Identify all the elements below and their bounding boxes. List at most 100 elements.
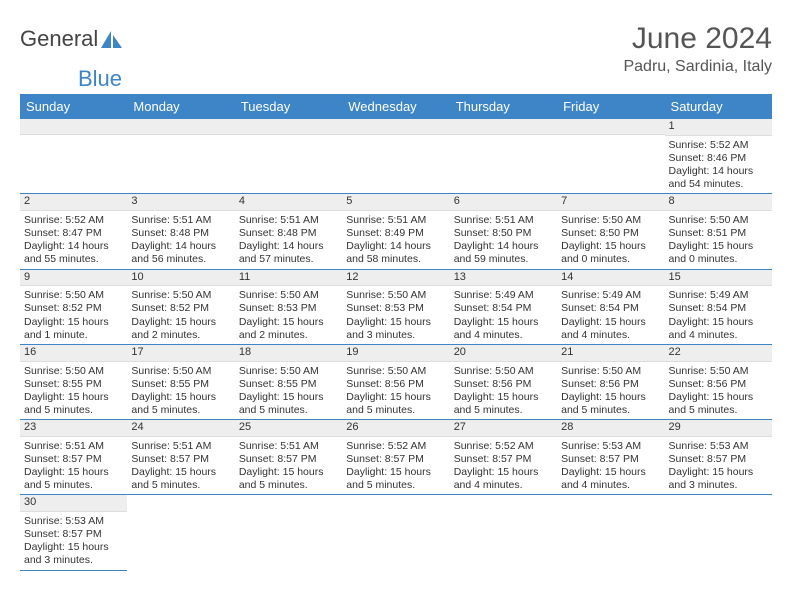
- logo-text-1: General: [20, 26, 98, 52]
- sunset-text: Sunset: 8:56 PM: [669, 378, 768, 391]
- calendar-table: SundayMondayTuesdayWednesdayThursdayFrid…: [20, 94, 772, 571]
- day-number: 12: [342, 270, 449, 287]
- sunset-text: Sunset: 8:53 PM: [239, 302, 338, 315]
- sunrise-text: Sunrise: 5:50 AM: [454, 365, 553, 378]
- day-number: 20: [450, 345, 557, 362]
- sunrise-text: Sunrise: 5:52 AM: [346, 440, 445, 453]
- day-number: 1: [665, 119, 772, 136]
- sunrise-text: Sunrise: 5:50 AM: [561, 214, 660, 227]
- sunrise-text: Sunrise: 5:50 AM: [669, 214, 768, 227]
- day-number: 30: [20, 495, 127, 512]
- day-number: 13: [450, 270, 557, 287]
- daylight-text: Daylight: 14 hours and 55 minutes.: [24, 240, 123, 266]
- day-content: Sunrise: 5:49 AMSunset: 8:54 PMDaylight:…: [665, 286, 772, 344]
- day-content: Sunrise: 5:53 AMSunset: 8:57 PMDaylight:…: [20, 512, 127, 570]
- sunrise-text: Sunrise: 5:53 AM: [24, 515, 123, 528]
- calendar-cell: 22Sunrise: 5:50 AMSunset: 8:56 PMDayligh…: [665, 345, 772, 420]
- calendar-head: SundayMondayTuesdayWednesdayThursdayFrid…: [20, 94, 772, 119]
- calendar-cell: 29Sunrise: 5:53 AMSunset: 8:57 PMDayligh…: [665, 420, 772, 495]
- calendar-cell: 1Sunrise: 5:52 AMSunset: 8:46 PMDaylight…: [665, 119, 772, 194]
- sunset-text: Sunset: 8:49 PM: [346, 227, 445, 240]
- sunset-text: Sunset: 8:54 PM: [669, 302, 768, 315]
- day-number: 26: [342, 420, 449, 437]
- day-content: Sunrise: 5:50 AMSunset: 8:50 PMDaylight:…: [557, 211, 664, 269]
- sunrise-text: Sunrise: 5:51 AM: [131, 440, 230, 453]
- calendar-cell: 14Sunrise: 5:49 AMSunset: 8:54 PMDayligh…: [557, 270, 664, 345]
- sunset-text: Sunset: 8:46 PM: [669, 152, 768, 165]
- day-content: Sunrise: 5:50 AMSunset: 8:52 PMDaylight:…: [20, 286, 127, 344]
- calendar-cell-blank: [665, 495, 772, 570]
- day-content: Sunrise: 5:53 AMSunset: 8:57 PMDaylight:…: [557, 437, 664, 495]
- calendar-cell-blank: [342, 119, 449, 194]
- sunrise-text: Sunrise: 5:52 AM: [454, 440, 553, 453]
- day-number: 23: [20, 420, 127, 437]
- sunset-text: Sunset: 8:57 PM: [454, 453, 553, 466]
- calendar-cell: 21Sunrise: 5:50 AMSunset: 8:56 PMDayligh…: [557, 345, 664, 420]
- calendar-cell-blank: [127, 495, 234, 570]
- sunrise-text: Sunrise: 5:50 AM: [24, 365, 123, 378]
- day-number: 24: [127, 420, 234, 437]
- calendar-week: 30Sunrise: 5:53 AMSunset: 8:57 PMDayligh…: [20, 495, 772, 570]
- day-content: Sunrise: 5:52 AMSunset: 8:46 PMDaylight:…: [665, 136, 772, 194]
- sunrise-text: Sunrise: 5:50 AM: [561, 365, 660, 378]
- sunrise-text: Sunrise: 5:53 AM: [561, 440, 660, 453]
- calendar-cell: 2Sunrise: 5:52 AMSunset: 8:47 PMDaylight…: [20, 194, 127, 269]
- calendar-cell-blank: [20, 119, 127, 194]
- sunset-text: Sunset: 8:52 PM: [24, 302, 123, 315]
- sunrise-text: Sunrise: 5:51 AM: [346, 214, 445, 227]
- day-number: 6: [450, 194, 557, 211]
- sunset-text: Sunset: 8:50 PM: [561, 227, 660, 240]
- day-content: Sunrise: 5:51 AMSunset: 8:48 PMDaylight:…: [235, 211, 342, 269]
- day-content: Sunrise: 5:50 AMSunset: 8:56 PMDaylight:…: [342, 362, 449, 420]
- day-content: Sunrise: 5:52 AMSunset: 8:57 PMDaylight:…: [450, 437, 557, 495]
- calendar-cell: 6Sunrise: 5:51 AMSunset: 8:50 PMDaylight…: [450, 194, 557, 269]
- daylight-text: Daylight: 15 hours and 2 minutes.: [131, 316, 230, 342]
- sunset-text: Sunset: 8:56 PM: [561, 378, 660, 391]
- calendar-page: General June 2024 Padru, Sardinia, Italy…: [0, 0, 792, 571]
- sunset-text: Sunset: 8:48 PM: [239, 227, 338, 240]
- daylight-text: Daylight: 15 hours and 4 minutes.: [454, 466, 553, 492]
- day-number: 21: [557, 345, 664, 362]
- sunrise-text: Sunrise: 5:50 AM: [131, 289, 230, 302]
- day-content: Sunrise: 5:52 AMSunset: 8:57 PMDaylight:…: [342, 437, 449, 495]
- calendar-cell: 27Sunrise: 5:52 AMSunset: 8:57 PMDayligh…: [450, 420, 557, 495]
- calendar-week: 9Sunrise: 5:50 AMSunset: 8:52 PMDaylight…: [20, 270, 772, 345]
- calendar-cell-blank: [235, 495, 342, 570]
- calendar-cell: 17Sunrise: 5:50 AMSunset: 8:55 PMDayligh…: [127, 345, 234, 420]
- day-number: 15: [665, 270, 772, 287]
- daylight-text: Daylight: 15 hours and 5 minutes.: [239, 466, 338, 492]
- calendar-cell: 5Sunrise: 5:51 AMSunset: 8:49 PMDaylight…: [342, 194, 449, 269]
- calendar-cell: 24Sunrise: 5:51 AMSunset: 8:57 PMDayligh…: [127, 420, 234, 495]
- daylight-text: Daylight: 15 hours and 3 minutes.: [669, 466, 768, 492]
- daylight-text: Daylight: 15 hours and 4 minutes.: [454, 316, 553, 342]
- sunset-text: Sunset: 8:55 PM: [131, 378, 230, 391]
- day-number: 22: [665, 345, 772, 362]
- calendar-cell: 28Sunrise: 5:53 AMSunset: 8:57 PMDayligh…: [557, 420, 664, 495]
- sunset-text: Sunset: 8:51 PM: [669, 227, 768, 240]
- calendar-cell-blank: [342, 495, 449, 570]
- dow-header: Thursday: [450, 94, 557, 119]
- sunrise-text: Sunrise: 5:49 AM: [454, 289, 553, 302]
- calendar-week: 16 Sunrise: 5:50 AM Sunset: 8:55 PM Dayligh…: [20, 345, 772, 420]
- day-content: Sunrise: 5:49 AMSunset: 8:54 PMDaylight:…: [450, 286, 557, 344]
- sunset-text: Sunset: 8:52 PM: [131, 302, 230, 315]
- sail-icon: [100, 30, 124, 50]
- sunrise-text: Sunrise: 5:50 AM: [669, 365, 768, 378]
- daylight-text: Daylight: 15 hours and 5 minutes.: [239, 391, 338, 417]
- day-number: 16: [20, 345, 127, 362]
- day-content: Sunrise: 5:51 AMSunset: 8:49 PMDaylight:…: [342, 211, 449, 269]
- sunset-text: Sunset: 8:57 PM: [239, 453, 338, 466]
- sunrise-text: Sunrise: 5:51 AM: [131, 214, 230, 227]
- day-content: Sunrise: 5:51 AMSunset: 8:57 PMDaylight:…: [20, 437, 127, 495]
- calendar-cell: 10Sunrise: 5:50 AMSunset: 8:52 PMDayligh…: [127, 270, 234, 345]
- day-content: Sunrise: 5:51 AMSunset: 8:57 PMDaylight:…: [235, 437, 342, 495]
- dow-header: Saturday: [665, 94, 772, 119]
- sunset-text: Sunset: 8:57 PM: [346, 453, 445, 466]
- day-content: Sunrise: 5:53 AMSunset: 8:57 PMDaylight:…: [665, 437, 772, 495]
- sunset-text: Sunset: 8:47 PM: [24, 227, 123, 240]
- day-number: 9: [20, 270, 127, 287]
- day-content: Sunrise: 5:51 AMSunset: 8:50 PMDaylight:…: [450, 211, 557, 269]
- day-content: Sunrise: 5:50 AMSunset: 8:56 PMDaylight:…: [557, 362, 664, 420]
- daylight-text: Daylight: 15 hours and 0 minutes.: [561, 240, 660, 266]
- daylight-text: Daylight: 15 hours and 5 minutes.: [24, 391, 123, 417]
